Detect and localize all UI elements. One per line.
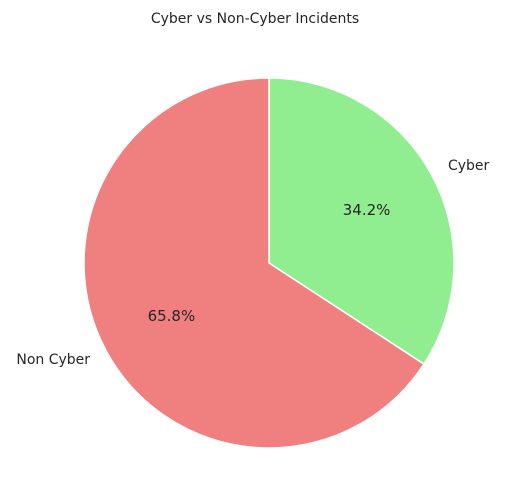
chart-title: Cyber vs Non-Cyber Incidents	[151, 11, 359, 27]
slice-label-cyber: Cyber	[448, 158, 490, 174]
slices-layer	[83, 77, 455, 449]
slice-percent-non-cyber: 65.8%	[148, 307, 196, 325]
slice-percent-cyber: 34.2%	[343, 201, 391, 219]
pie-slice-non-cyber	[83, 77, 425, 449]
labels-layer: Cyber 34.2% Non Cyber 65.8%	[16, 158, 489, 368]
slice-label-non-cyber: Non Cyber	[16, 352, 90, 368]
